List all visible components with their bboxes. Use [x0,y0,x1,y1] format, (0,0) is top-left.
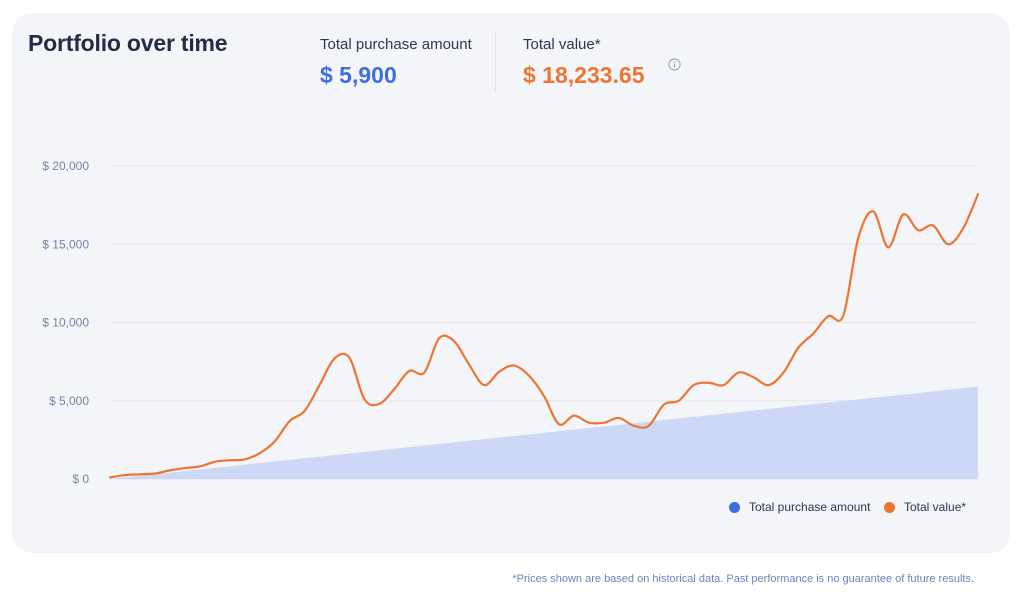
y-tick-label: $ 15,000 [42,237,89,251]
info-icon[interactable] [668,58,681,71]
y-axis-ticks: $ 0 $ 5,000 $ 10,000 $ 15,000 $ 20,000 [42,159,89,486]
legend-item-purchase[interactable]: Total purchase amount [729,500,870,514]
stats-divider [495,33,496,93]
legend-dot-purchase [729,501,740,513]
total-value-line [108,193,980,479]
chart-series [108,193,980,479]
y-tick-label: $ 20,000 [42,159,89,173]
y-tick-label: $ 10,000 [42,316,89,330]
y-tick-label: $ 5,000 [49,394,89,408]
y-tick-label: $ 0 [72,472,89,486]
legend-label-purchase: Total purchase amount [749,500,871,514]
total-value-value: $ 18,233.65 [523,62,645,88]
legend-item-value[interactable]: Total value* [884,500,966,514]
disclaimer-footnote: *Prices shown are based on historical da… [512,573,974,585]
total-purchase-value: $ 5,900 [320,62,397,88]
legend-label-value: Total value* [904,500,967,514]
total-value-label: Total value* [523,36,601,53]
purchase-amount-area [110,386,978,479]
page-title: Portfolio over time [28,30,228,56]
total-purchase-label: Total purchase amount [320,36,472,53]
legend-dot-value [884,501,895,513]
